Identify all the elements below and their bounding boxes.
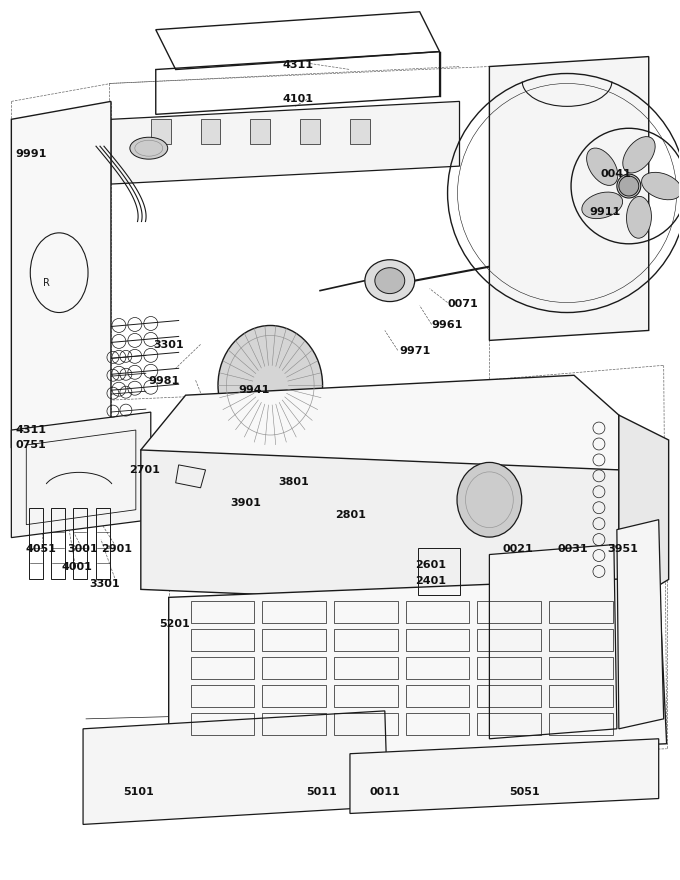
Text: 9941: 9941: [239, 385, 270, 395]
Polygon shape: [617, 520, 664, 729]
Bar: [262, 685, 326, 707]
Polygon shape: [12, 101, 111, 448]
Polygon shape: [12, 412, 151, 538]
Polygon shape: [83, 711, 388, 825]
Text: 4051: 4051: [25, 544, 56, 554]
Text: 0011: 0011: [370, 787, 401, 796]
Bar: [334, 685, 398, 707]
Ellipse shape: [457, 462, 522, 537]
Text: 2601: 2601: [415, 560, 445, 569]
Bar: [418, 547, 460, 596]
Bar: [190, 685, 254, 707]
Bar: [151, 120, 171, 144]
Ellipse shape: [218, 326, 322, 445]
Text: 0031: 0031: [557, 544, 588, 554]
Text: 9981: 9981: [149, 377, 180, 386]
Bar: [190, 601, 254, 623]
Bar: [549, 685, 613, 707]
Text: R: R: [44, 277, 50, 288]
Text: 3901: 3901: [231, 498, 261, 508]
Bar: [549, 657, 613, 679]
Text: 9961: 9961: [432, 320, 463, 331]
Bar: [549, 713, 613, 735]
Ellipse shape: [626, 196, 651, 238]
Text: 0021: 0021: [503, 544, 533, 554]
Bar: [300, 120, 320, 144]
Bar: [406, 657, 469, 679]
Bar: [477, 629, 541, 651]
Text: 9971: 9971: [400, 347, 431, 356]
Bar: [262, 601, 326, 623]
Bar: [334, 713, 398, 735]
Text: 5101: 5101: [123, 787, 154, 796]
Text: 3951: 3951: [607, 544, 638, 554]
Bar: [262, 713, 326, 735]
Polygon shape: [169, 577, 666, 764]
Bar: [29, 508, 44, 579]
Text: 2901: 2901: [101, 544, 132, 554]
Text: 0751: 0751: [16, 440, 46, 450]
Bar: [477, 713, 541, 735]
Bar: [96, 508, 110, 579]
Text: 3301: 3301: [154, 341, 184, 350]
Ellipse shape: [587, 148, 618, 186]
Bar: [250, 120, 270, 144]
Bar: [549, 629, 613, 651]
Circle shape: [617, 174, 641, 198]
Text: 3301: 3301: [89, 579, 120, 590]
Ellipse shape: [623, 136, 655, 173]
Bar: [51, 508, 65, 579]
Bar: [262, 629, 326, 651]
Text: 5201: 5201: [158, 620, 190, 629]
Bar: [406, 685, 469, 707]
Text: 5011: 5011: [306, 787, 337, 796]
Bar: [334, 601, 398, 623]
Text: 5051: 5051: [509, 787, 540, 796]
Polygon shape: [141, 450, 619, 609]
Bar: [406, 713, 469, 735]
Circle shape: [619, 176, 639, 196]
Ellipse shape: [641, 172, 680, 200]
Bar: [190, 713, 254, 735]
Text: 2801: 2801: [335, 510, 366, 520]
Bar: [477, 657, 541, 679]
Bar: [549, 601, 613, 623]
Text: 0071: 0071: [447, 298, 478, 309]
Bar: [201, 120, 220, 144]
Text: 9991: 9991: [16, 150, 47, 159]
Text: 3001: 3001: [67, 544, 98, 554]
Bar: [477, 685, 541, 707]
Text: 9911: 9911: [589, 207, 620, 217]
Ellipse shape: [375, 268, 405, 294]
Polygon shape: [350, 739, 659, 813]
Bar: [190, 629, 254, 651]
Text: 3801: 3801: [278, 477, 309, 487]
Polygon shape: [111, 101, 460, 184]
Bar: [73, 508, 87, 579]
Bar: [334, 657, 398, 679]
Bar: [477, 601, 541, 623]
Bar: [350, 120, 370, 144]
Polygon shape: [619, 415, 668, 609]
Text: 2701: 2701: [129, 465, 160, 475]
Bar: [190, 657, 254, 679]
Text: 4311: 4311: [16, 425, 46, 435]
Text: 2401: 2401: [415, 576, 445, 586]
Polygon shape: [490, 56, 649, 341]
Text: 4001: 4001: [61, 561, 92, 571]
Polygon shape: [141, 375, 619, 490]
Bar: [262, 657, 326, 679]
Text: 4311: 4311: [282, 60, 313, 70]
Ellipse shape: [582, 192, 623, 218]
Polygon shape: [490, 545, 617, 739]
Ellipse shape: [130, 137, 168, 159]
Bar: [406, 629, 469, 651]
Bar: [334, 629, 398, 651]
Text: 0041: 0041: [601, 169, 632, 180]
Ellipse shape: [365, 260, 415, 302]
Text: 4101: 4101: [282, 94, 313, 105]
Bar: [406, 601, 469, 623]
